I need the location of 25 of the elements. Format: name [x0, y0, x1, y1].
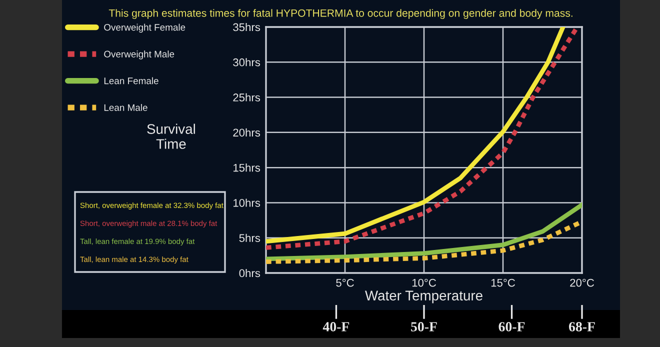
x2-tick-label: 68-F: [568, 322, 595, 332]
y-tick-label: 25hrs: [233, 93, 260, 102]
y-tick-label: 20hrs: [233, 128, 260, 137]
y-tick-label: 5hrs: [239, 234, 260, 242]
x-tick-label: 10°C: [412, 278, 436, 287]
y-tick-label: 0hrs: [239, 268, 260, 278]
y-axis-title: Survival Time: [147, 124, 195, 149]
legend-label: Overweight Male: [104, 50, 174, 60]
legend-label: Lean Female: [104, 77, 158, 84]
x2-tick-label: 50-F: [411, 322, 437, 332]
x2-tick-label: 40-F: [322, 322, 350, 332]
line-series: [266, 202, 582, 262]
x-tick-label: 20°C: [570, 278, 594, 287]
x2-tick-label: 60-F: [498, 322, 525, 332]
legend-label: Overweight Female: [104, 24, 186, 33]
x-tick-label: 5°C: [336, 278, 354, 287]
x-axis-title: Water Temperature: [365, 290, 482, 304]
y-tick-label: 15hrs: [234, 164, 260, 172]
legend-label: Lean Male: [104, 104, 148, 111]
line-series: [266, 219, 582, 264]
y-tick-label: 10hrs: [234, 198, 260, 207]
chart-title: This graph estimates times for fatal HYPOTHERMIA to occur depending on gender and body mass.: [108, 9, 572, 19]
x-tick-label: 15°C: [491, 278, 515, 287]
y-tick-label: 35hrs: [233, 22, 260, 32]
y-tick-label: 30hrs: [233, 58, 260, 66]
